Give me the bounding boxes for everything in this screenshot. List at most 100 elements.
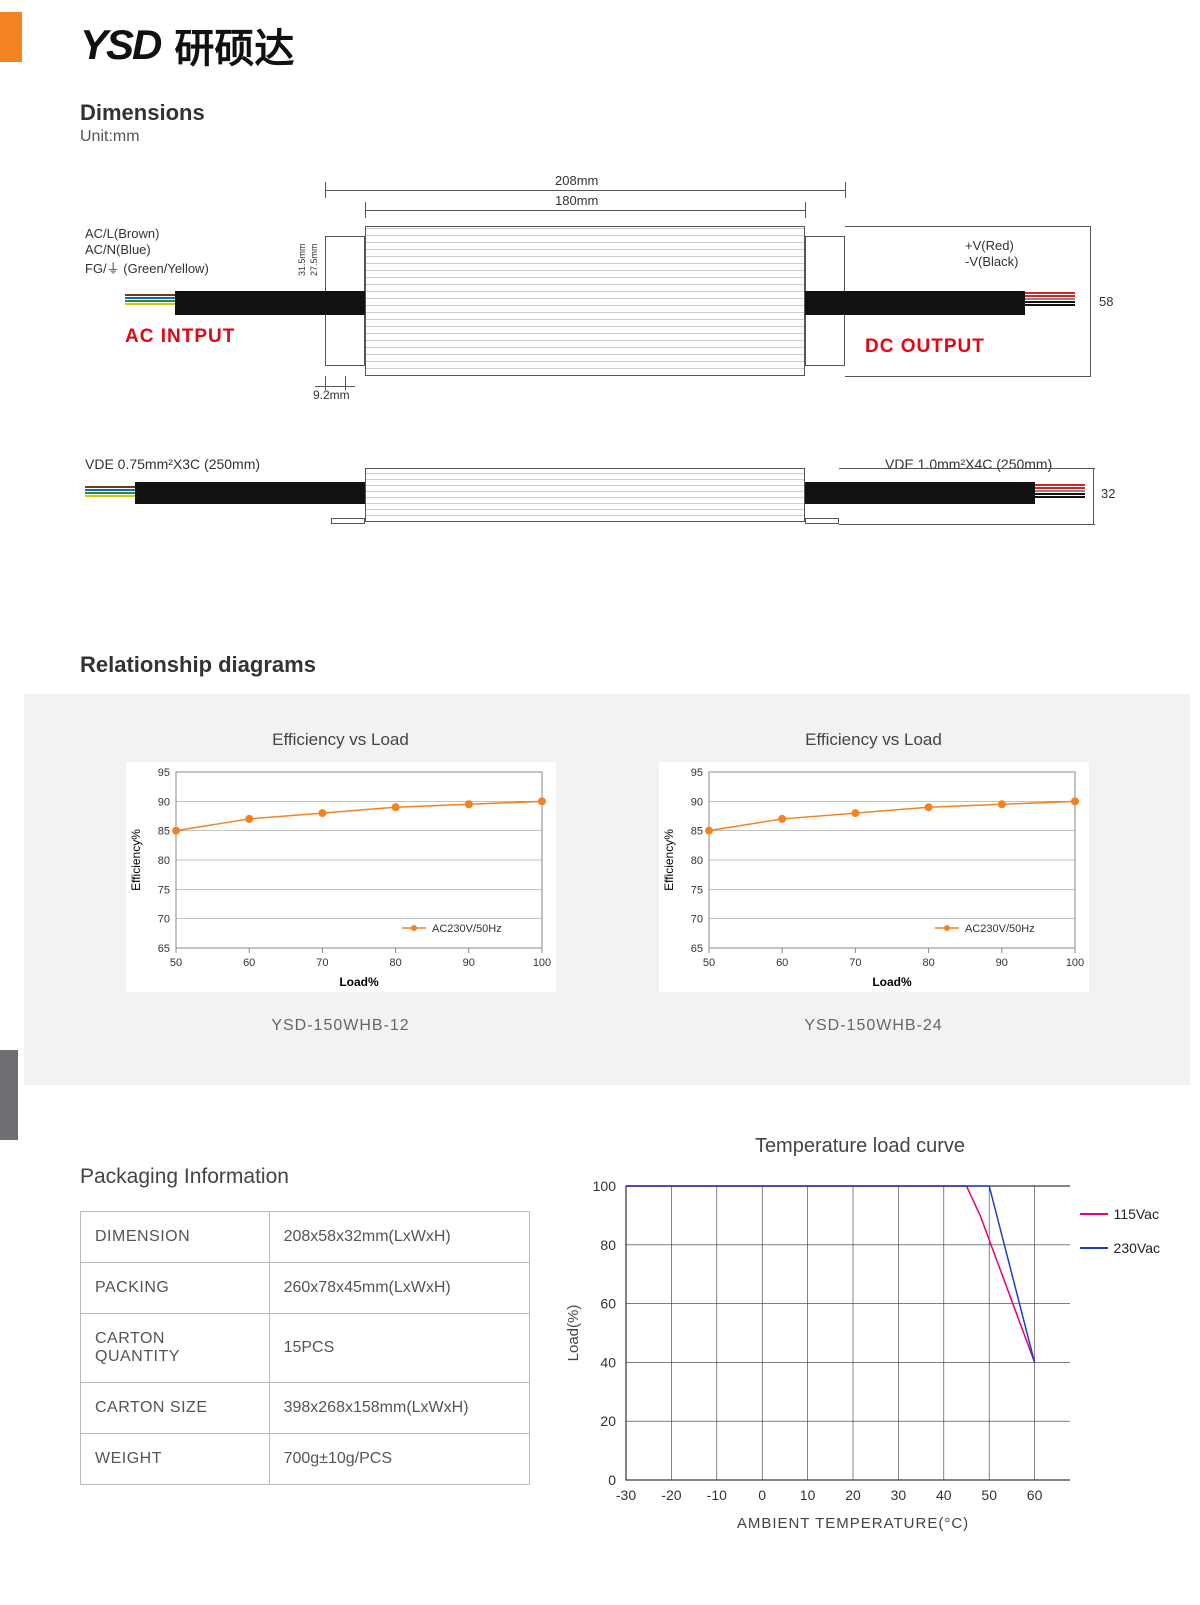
svg-text:Load%: Load% <box>339 975 379 989</box>
packaging-table: DIMENSION208x58x32mm(LxWxH)PACKING260x78… <box>80 1211 530 1485</box>
dimension-drawings: 208mm 180mm <box>80 176 1130 576</box>
right-cable-spec: VDE 1.0mm²X4C (250mm) <box>885 456 1052 472</box>
table-cell: PACKING <box>81 1263 270 1314</box>
svg-text:85: 85 <box>690 826 702 838</box>
table-row: PACKING260x78x45mm(LxWxH) <box>81 1263 530 1314</box>
svg-text:80: 80 <box>922 957 934 969</box>
dim-small-1: 31.5mm <box>297 243 307 276</box>
temperature-chart: -30-20-10010203040506070020406080100AMBI… <box>560 1176 1070 1536</box>
dimensions-unit: Unit:mm <box>80 128 1130 146</box>
datasheet-page: YSD 研硕达 Dimensions Unit:mm 208mm 180mm <box>0 0 1200 1586</box>
bottom-row: Packaging Information DIMENSION208x58x32… <box>0 1085 1200 1586</box>
svg-text:AMBIENT TEMPERATURE(°C): AMBIENT TEMPERATURE(°C) <box>737 1515 969 1532</box>
svg-text:95: 95 <box>690 767 702 779</box>
legend-item: 230Vac <box>1080 1240 1160 1256</box>
ac-n-label: AC/N(Blue) <box>85 242 151 257</box>
svg-text:75: 75 <box>690 884 702 896</box>
svg-text:50: 50 <box>702 957 714 969</box>
svg-text:70: 70 <box>849 957 861 969</box>
dim-top-view: 208mm 180mm <box>85 176 1125 416</box>
svg-text:60: 60 <box>600 1296 616 1312</box>
logo-latin: YSD <box>80 21 160 69</box>
svg-text:60: 60 <box>776 957 788 969</box>
relationship-title: Relationship diagrams <box>80 652 1200 678</box>
legend-label: 230Vac <box>1114 1240 1160 1256</box>
table-row: DIMENSION208x58x32mm(LxWxH) <box>81 1212 530 1263</box>
svg-text:60: 60 <box>1027 1487 1043 1503</box>
table-cell: 700g±10g/PCS <box>269 1434 529 1485</box>
side-tab <box>0 1050 18 1140</box>
svg-text:50: 50 <box>169 957 181 969</box>
packaging-title: Packaging Information <box>80 1165 530 1189</box>
svg-text:90: 90 <box>995 957 1007 969</box>
packaging-column: Packaging Information DIMENSION208x58x32… <box>80 1135 530 1536</box>
svg-text:80: 80 <box>157 855 169 867</box>
svg-text:-10: -10 <box>707 1487 727 1503</box>
svg-text:65: 65 <box>157 943 169 955</box>
svg-text:0: 0 <box>758 1487 766 1503</box>
svg-text:80: 80 <box>389 957 401 969</box>
legend-swatch <box>1080 1213 1108 1215</box>
chart1-title: Efficiency vs Load <box>111 730 571 750</box>
ac-l-label: AC/L(Brown) <box>85 226 159 241</box>
svg-text:20: 20 <box>600 1413 616 1429</box>
dim-inner-width: 180mm <box>555 193 598 208</box>
table-cell: WEIGHT <box>81 1434 270 1485</box>
table-cell: 208x58x32mm(LxWxH) <box>269 1212 529 1263</box>
table-row: CARTON SIZE398x268x158mm(LxWxH) <box>81 1383 530 1434</box>
header: YSD 研硕达 <box>0 0 1200 70</box>
table-cell: 15PCS <box>269 1314 529 1383</box>
table-row: CARTON QUANTITY15PCS <box>81 1314 530 1383</box>
svg-text:20: 20 <box>845 1487 861 1503</box>
svg-text:50: 50 <box>981 1487 997 1503</box>
svg-text:0: 0 <box>608 1472 616 1488</box>
dim-overall-width: 208mm <box>555 173 598 188</box>
svg-text:-20: -20 <box>661 1487 681 1503</box>
table-cell: DIMENSION <box>81 1212 270 1263</box>
chart2-title: Efficiency vs Load <box>644 730 1104 750</box>
svg-text:75: 75 <box>157 884 169 896</box>
temperature-legend: 115Vac 230Vac <box>1080 1206 1160 1274</box>
svg-text:Load(%): Load(%) <box>565 1305 582 1362</box>
svg-text:80: 80 <box>690 855 702 867</box>
svg-text:10: 10 <box>800 1487 816 1503</box>
svg-text:40: 40 <box>936 1487 952 1503</box>
vminus-label: -V(Black) <box>965 254 1018 269</box>
left-cable-spec: VDE 0.75mm²X3C (250mm) <box>85 456 260 472</box>
vplus-label: +V(Red) <box>965 238 1014 253</box>
temperature-column: Temperature load curve -30-20-1001020304… <box>560 1135 1160 1536</box>
dimensions-section: Dimensions Unit:mm 208mm 180mm <box>0 70 1200 616</box>
svg-text:Efficiency%: Efficiency% <box>662 829 676 891</box>
legend-swatch <box>1080 1247 1108 1249</box>
svg-text:95: 95 <box>157 767 169 779</box>
svg-text:90: 90 <box>462 957 474 969</box>
dimensions-title: Dimensions <box>80 100 1130 126</box>
svg-text:90: 90 <box>690 796 702 808</box>
svg-text:70: 70 <box>690 914 702 926</box>
table-cell: CARTON SIZE <box>81 1383 270 1434</box>
efficiency-chart-2: 657075808590955060708090100Load%Efficien… <box>659 762 1089 992</box>
table-cell: CARTON QUANTITY <box>81 1314 270 1383</box>
svg-text:80: 80 <box>600 1237 616 1253</box>
svg-text:40: 40 <box>600 1354 616 1370</box>
svg-text:70: 70 <box>316 957 328 969</box>
temperature-title: Temperature load curve <box>560 1135 1160 1158</box>
svg-text:30: 30 <box>891 1487 907 1503</box>
svg-text:65: 65 <box>690 943 702 955</box>
svg-text:100: 100 <box>593 1178 617 1194</box>
dim-height-top: 58 <box>1099 294 1113 309</box>
chart1-caption: YSD-150WHB-12 <box>111 1017 571 1035</box>
svg-text:100: 100 <box>1065 957 1083 969</box>
svg-text:60: 60 <box>243 957 255 969</box>
dc-output-caption: DC OUTPUT <box>865 336 985 358</box>
accent-tab <box>0 12 22 62</box>
chart2-caption: YSD-150WHB-24 <box>644 1017 1104 1035</box>
logo-cn: 研硕达 <box>174 16 294 74</box>
relationship-panel: Efficiency vs Load 65 70 75 80 85 90 95 50 60 70 8… <box>24 694 1190 1085</box>
chart-block-2: Efficiency vs Load 65 70 75 80 85 90 95 50 60 70 8… <box>644 730 1104 1035</box>
svg-text:Efficiency%: Efficiency% <box>129 829 143 891</box>
dim-flange-offset: 9.2mm <box>313 388 350 402</box>
svg-text:85: 85 <box>157 826 169 838</box>
fg-label: FG/⏚ (Green/Yellow) <box>85 258 209 277</box>
legend-label: 115Vac <box>1114 1206 1159 1222</box>
